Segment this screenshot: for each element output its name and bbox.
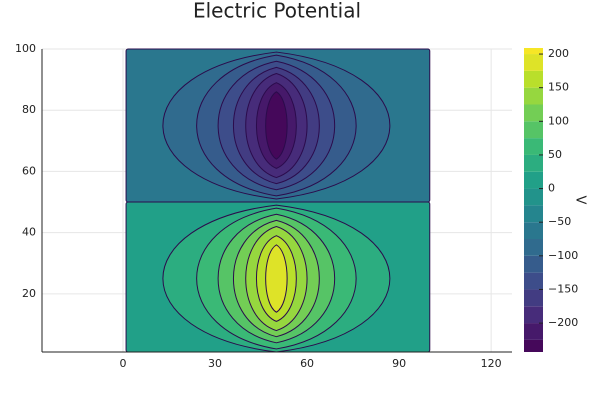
colorbar-band [524,104,543,122]
colorbar-band [524,339,543,352]
colorbar-band [524,205,543,223]
colorbar-band [524,323,543,340]
colorbar-band [524,70,543,88]
contour [265,91,288,160]
colorbar-tick-label: −200 [548,316,578,329]
colorbar-tick-label: −50 [548,215,571,228]
x-tick-label: 30 [208,357,222,370]
x-tick-label: 0 [119,357,126,370]
y-tick-label: 60 [22,164,36,177]
colorbar-band [524,87,543,105]
colorbar-tick-label: 150 [548,81,569,94]
y-tick-label: 80 [22,103,36,116]
colorbar-band [524,289,543,307]
chart-title: Electric Potential [193,0,361,23]
colorbar-band [524,154,543,172]
colorbar-band [524,239,543,256]
colorbar-tick-label: −100 [548,249,578,262]
colorbar-band [524,272,543,290]
x-tick-label: 60 [300,357,314,370]
colorbar-tick-label: −150 [548,282,578,295]
colorbar-band [524,121,543,139]
colorbar-band [524,138,543,155]
x-tick-label: 120 [481,357,502,370]
x-tick-label: 90 [392,357,406,370]
colorbar-band [524,222,543,240]
y-tick-label: 20 [22,287,36,300]
colorbar-label: V [573,196,588,205]
y-tick-label: 100 [15,42,36,55]
colorbar-band [524,54,543,71]
contour [265,244,288,313]
colorbar-band [524,188,543,206]
colorbar-band [524,48,543,55]
colorbar-tick-label: 200 [548,47,569,60]
colorbar-tick-label: 100 [548,114,569,127]
colorbar-tick-label: 50 [548,148,562,161]
colorbar-band [524,171,543,189]
colorbar-band [524,255,543,273]
y-tick-label: 40 [22,226,36,239]
colorbar-band [524,306,543,324]
colorbar-tick-label: 0 [548,182,555,195]
